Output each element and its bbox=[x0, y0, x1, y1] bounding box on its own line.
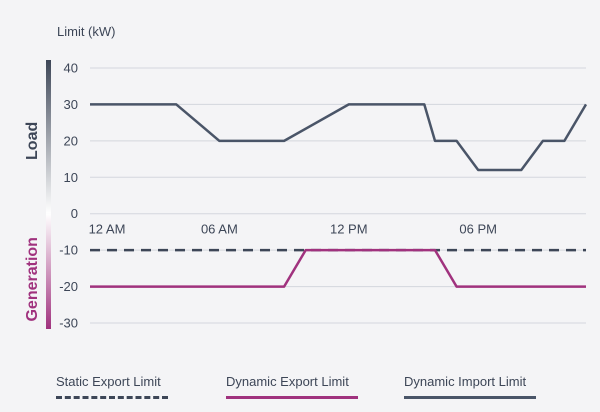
generation-region-label: Generation bbox=[24, 237, 41, 321]
legend-label-dynamic-export: Dynamic Export Limit bbox=[226, 374, 349, 389]
load-axis-bar bbox=[46, 60, 51, 214]
y-tick-label: 0 bbox=[71, 206, 78, 221]
series-line-dynamic-import-limit bbox=[90, 103, 588, 172]
load-region-label: Load bbox=[24, 122, 41, 160]
y-tick-label: -10 bbox=[59, 243, 78, 258]
series-line-dynamic-export-limit bbox=[90, 248, 586, 288]
generation-axis-bar bbox=[46, 213, 51, 329]
x-tick-label: 06 PM bbox=[459, 222, 497, 237]
legend-swatch-dynamic-export bbox=[226, 396, 358, 399]
y-axis-unit-label: Limit (kW) bbox=[57, 24, 116, 39]
x-tick-label: 06 AM bbox=[201, 222, 238, 237]
legend-swatch-static-export bbox=[56, 396, 168, 399]
y-tick-label: 20 bbox=[64, 133, 78, 148]
line-chart: Limit (kW) 40 30 20 10 0 -10 -20 -30 Load Generati… bbox=[24, 24, 588, 331]
y-tick-label: -20 bbox=[59, 279, 78, 294]
legend: Static Export Limit Dynamic Export Limit… bbox=[0, 374, 600, 412]
y-tick-label: -30 bbox=[59, 316, 78, 331]
y-tick-label: 30 bbox=[64, 97, 78, 112]
x-tick-label: 12 PM bbox=[330, 222, 368, 237]
legend-label-dynamic-import: Dynamic Import Limit bbox=[404, 374, 527, 389]
y-tick-label: 10 bbox=[64, 170, 78, 185]
legend-swatch-dynamic-import bbox=[404, 396, 536, 399]
legend-label-static-export: Static Export Limit bbox=[56, 374, 161, 389]
y-tick-label: 40 bbox=[64, 61, 78, 76]
x-tick-label: 12 AM bbox=[89, 222, 126, 237]
